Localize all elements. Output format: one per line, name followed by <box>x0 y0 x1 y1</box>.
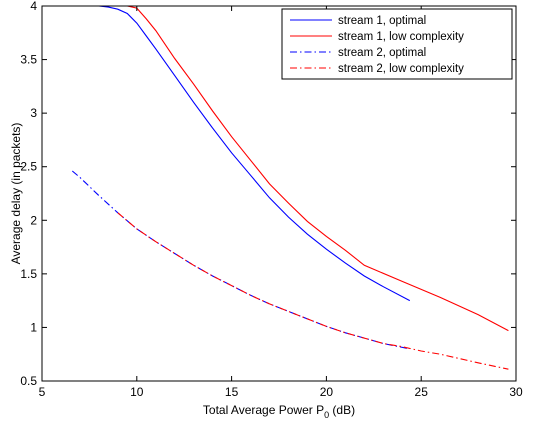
x-tick-label: 15 <box>225 385 239 399</box>
plot-frame <box>41 5 517 382</box>
legend-label-3: stream 2, optimal <box>338 47 426 59</box>
y-tick-label: 3.5 <box>20 53 37 67</box>
legend-label-4: stream 2, low complexity <box>338 63 464 75</box>
y-tick-label: 1 <box>30 320 37 334</box>
x-tick-label: 20 <box>320 385 334 399</box>
x-tick-label: 25 <box>415 385 429 399</box>
legend-box <box>281 8 513 80</box>
legend: stream 1, optimal stream 1, low complexit… <box>281 8 513 80</box>
y-tick-label: 0.5 <box>20 374 37 388</box>
x-axis-title-suffix: (dB) <box>329 403 355 417</box>
y-tick-label: 2 <box>30 213 37 227</box>
legend-label-1: stream 1, optimal <box>338 15 426 27</box>
x-axis-title-subscript: 0 <box>324 410 329 420</box>
x-tick-label: 10 <box>130 385 144 399</box>
y-tick-label: 2.5 <box>20 160 37 174</box>
x-tick-label: 5 <box>39 385 46 399</box>
x-axis-title: Total Average Power P0 (dB) <box>203 403 355 420</box>
x-tick-label: 30 <box>509 385 523 399</box>
series-line-4 <box>117 212 509 370</box>
series-layer <box>42 6 509 370</box>
y-axis-title-group: Average delay (in packets) <box>9 123 23 265</box>
y-tick-label: 3 <box>30 106 37 120</box>
legend-label-2: stream 1, low complexity <box>338 31 464 43</box>
y-tick-label: 4 <box>30 0 37 13</box>
series-line-2 <box>42 6 509 332</box>
y-tick-label: 1.5 <box>20 267 37 281</box>
series-line-1 <box>42 6 411 302</box>
x-axis-title-main: Total Average Power P <box>203 403 324 417</box>
y-axis-title: Average delay (in packets) <box>9 123 23 265</box>
axis-ticks: 5 10 15 20 25 30 0.5 1 1.5 2 2.5 3 3.5 4 <box>20 0 523 399</box>
